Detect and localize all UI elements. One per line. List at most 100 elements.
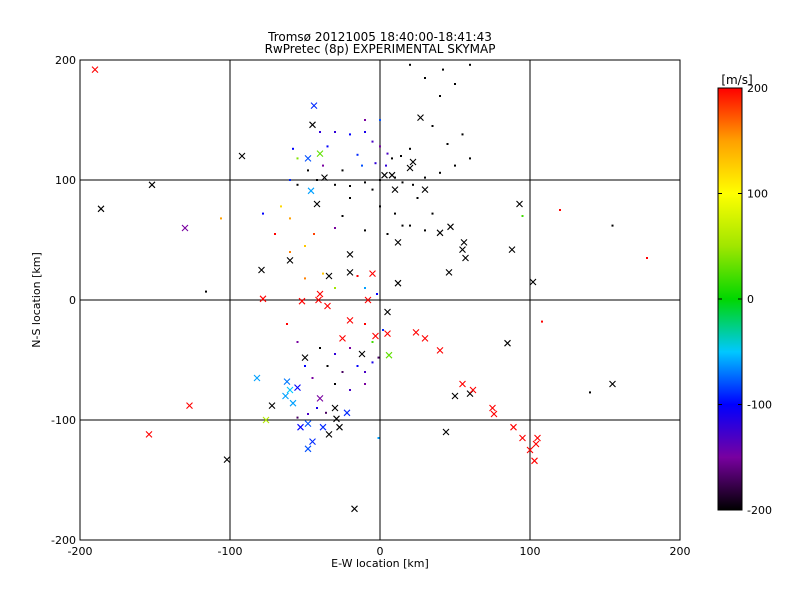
data-point-dot	[364, 383, 366, 385]
data-point-cross	[253, 374, 261, 382]
data-point-dot	[446, 143, 449, 145]
data-point-cross	[436, 347, 444, 354]
scatter-points	[91, 63, 648, 513]
data-point-cross	[526, 446, 534, 454]
y-axis-ticks: -200 -100 0 100 200	[51, 54, 76, 547]
data-point-cross	[445, 269, 453, 276]
data-point-dot	[341, 215, 344, 217]
data-point-dot	[334, 353, 336, 355]
data-point-cross	[181, 224, 189, 232]
data-point-cross	[510, 423, 517, 431]
data-point-cross	[331, 404, 339, 412]
data-point-dot	[322, 164, 324, 167]
x-axis-label: E-W location [km]	[331, 557, 429, 570]
data-point-dot	[341, 371, 344, 373]
data-point-dot	[334, 227, 336, 229]
data-point-cross	[406, 164, 414, 172]
data-point-dot	[386, 233, 389, 235]
data-point-cross	[451, 392, 459, 400]
data-point-dot	[349, 389, 351, 391]
data-point-cross	[316, 395, 324, 402]
data-point-cross	[286, 257, 294, 264]
data-point-cross	[309, 438, 316, 445]
data-point-dot	[292, 147, 294, 150]
data-point-dot	[409, 224, 411, 227]
data-point-cross	[417, 114, 424, 121]
data-point-dot	[349, 185, 351, 187]
data-point-dot	[409, 147, 411, 150]
data-point-cross	[307, 187, 315, 195]
grid-lines	[80, 60, 680, 540]
data-point-cross	[262, 416, 270, 424]
data-point-dot	[401, 181, 404, 184]
data-point-dot	[386, 152, 389, 155]
data-point-cross	[508, 246, 516, 253]
chart-title: Tromsø 20121005 18:40:00-18:41:43	[267, 30, 492, 44]
data-point-dot	[316, 179, 318, 181]
data-point-dot	[611, 224, 614, 227]
data-point-cross	[304, 420, 312, 427]
data-point-cross	[333, 415, 340, 423]
data-point-dot	[220, 217, 222, 220]
data-point-dot	[646, 257, 648, 259]
data-point-cross	[324, 302, 331, 310]
data-point-cross	[315, 296, 322, 304]
data-point-dot	[416, 197, 419, 199]
data-point-cross	[301, 354, 309, 361]
x-tick-label: 0	[377, 545, 384, 558]
x-tick-label: -100	[218, 545, 243, 558]
data-point-dot	[431, 125, 434, 127]
data-point-dot	[371, 140, 374, 143]
data-point-dot	[400, 155, 402, 157]
data-point-dot	[379, 119, 381, 121]
data-point-dot	[326, 145, 329, 148]
data-point-dot	[439, 171, 441, 174]
data-point-dot	[454, 164, 456, 167]
data-point-cross	[519, 434, 526, 442]
data-point-cross	[358, 350, 366, 358]
data-point-cross	[91, 66, 99, 73]
data-point-dot	[356, 275, 359, 277]
data-point-dot	[296, 416, 299, 419]
data-point-dot	[412, 183, 414, 186]
data-point-dot	[364, 323, 366, 325]
data-point-dot	[371, 341, 374, 343]
chart-subtitle: RwPretec (8p) EXPERIMENTAL SKYMAP	[265, 42, 496, 56]
data-point-cross	[460, 239, 468, 246]
colorbar-tick-label: 100	[747, 188, 768, 201]
data-point-cross	[289, 399, 297, 407]
data-point-cross	[412, 329, 420, 336]
data-point-dot	[541, 320, 543, 323]
data-point-dot	[382, 329, 384, 331]
data-point-dot	[442, 68, 444, 71]
data-point-cross	[436, 229, 444, 237]
data-point-cross	[325, 431, 333, 438]
data-point-cross	[442, 428, 450, 436]
data-point-cross	[145, 431, 153, 438]
data-point-cross	[238, 152, 246, 160]
data-point-dot	[364, 229, 366, 232]
data-point-cross	[391, 186, 399, 193]
data-point-cross	[313, 200, 321, 208]
data-point-cross	[504, 339, 511, 347]
data-point-dot	[379, 205, 381, 208]
data-point-dot	[356, 365, 359, 367]
data-point-dot	[431, 212, 434, 215]
data-point-dot	[289, 217, 291, 220]
data-point-dot	[469, 63, 471, 66]
data-point-cross	[343, 409, 351, 417]
data-point-cross	[294, 384, 301, 391]
colorbar-ticks: 200 100 0 -100 -200	[718, 82, 772, 517]
data-point-dot	[424, 176, 426, 179]
data-point-dot	[424, 77, 426, 79]
data-point-dot	[394, 212, 396, 215]
y-axis-label: N-S location [km]	[30, 252, 43, 348]
data-point-dot	[364, 371, 366, 373]
data-point-cross	[462, 254, 469, 262]
data-point-dot	[296, 157, 299, 160]
data-point-dot	[307, 169, 309, 172]
x-tick-label: 100	[520, 545, 541, 558]
data-point-dot	[377, 356, 380, 359]
data-point-cross	[394, 239, 402, 246]
